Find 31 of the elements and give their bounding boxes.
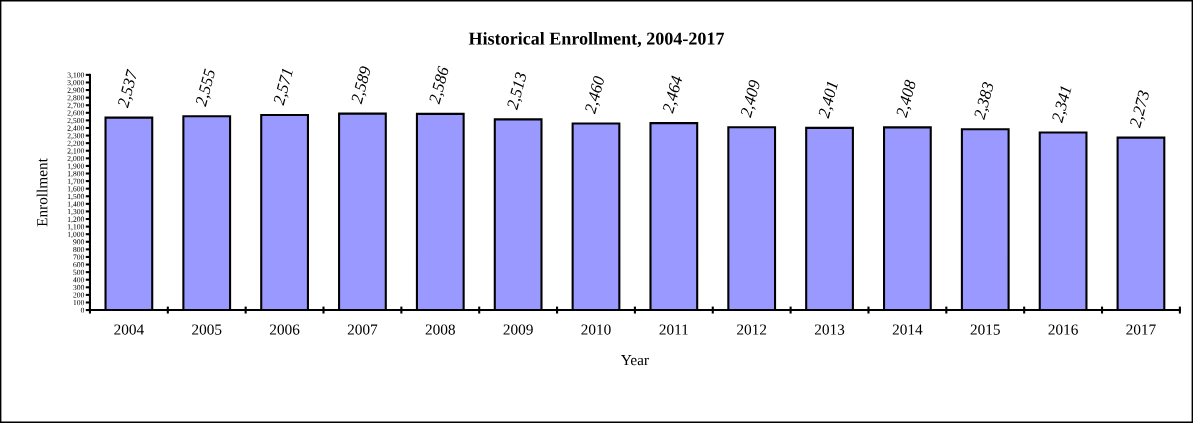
x-tick-label: 2017: [1126, 324, 1156, 335]
data-label: 2,555: [195, 68, 218, 108]
y-axis-title: Enrollment: [36, 158, 48, 227]
data-label: 2,537: [117, 68, 141, 109]
x-tick-label: 2012: [737, 324, 767, 335]
x-tick-label: 2007: [347, 324, 378, 335]
data-label: 2,460: [584, 75, 608, 115]
data-label: 2,341: [1051, 85, 1074, 124]
data-label: 2,571: [272, 68, 296, 107]
x-tick-label: 2008: [425, 324, 455, 335]
data-label: 2,513: [506, 71, 530, 111]
x-tick-label: 2015: [970, 324, 1000, 335]
x-tick-label: 2004: [114, 324, 144, 335]
x-tick-label: 2016: [1048, 324, 1078, 335]
x-tick-label: 2011: [659, 324, 688, 335]
data-label: 2,383: [973, 81, 997, 121]
chart-title: Historical Enrollment, 2004-2017: [468, 32, 725, 48]
x-tick-label: 2006: [269, 324, 300, 335]
x-tick-label: 2013: [814, 324, 845, 335]
data-label: 2,408: [895, 79, 919, 119]
data-label: 2,273: [1129, 89, 1152, 130]
data-label: 2,464: [662, 75, 685, 115]
x-tick-label: 2005: [192, 324, 222, 335]
data-label: 2,586: [428, 65, 452, 106]
x-tick-label: 2009: [503, 324, 533, 335]
data-label: 2,589: [350, 65, 374, 106]
x-tick-label: 2010: [581, 324, 611, 335]
data-label: 2,401: [817, 81, 841, 120]
x-axis-title: Year: [621, 355, 649, 366]
x-tick-label: 2014: [892, 324, 923, 335]
data-label: 2,409: [740, 79, 763, 119]
